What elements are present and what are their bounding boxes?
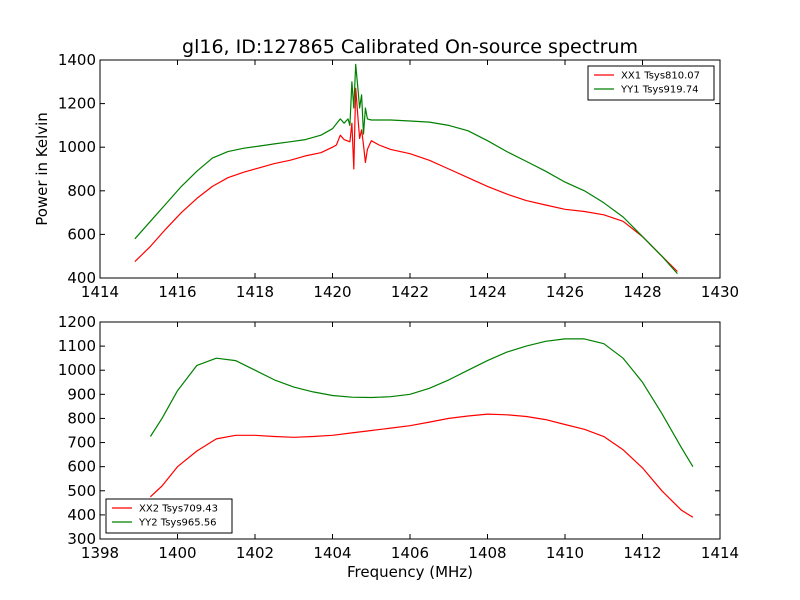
top-x-tick-label: 1418 xyxy=(236,283,274,301)
top-legend-label: XX1 Tsys810.07 xyxy=(621,71,700,82)
top-legend: XX1 Tsys810.07 YY1 Tsys919.74 xyxy=(587,65,715,101)
top-x-tick-label: 1416 xyxy=(158,283,196,301)
bottom-x-tick-label: 1412 xyxy=(623,544,661,562)
top-series-line-1 xyxy=(134,87,678,272)
bottom-x-tick-label: 1398 xyxy=(81,544,119,562)
bottom-series-line-1 xyxy=(149,413,694,518)
bottom-x-tick-label: 1410 xyxy=(546,544,584,562)
bottom-legend-label: YY2 Tsys965.56 xyxy=(138,518,217,529)
bottom-y-tick-label: 900 xyxy=(67,385,96,403)
top-y-tick-label: 1000 xyxy=(58,138,96,156)
figure-title: gl16, ID:127865 Calibrated On-source spe… xyxy=(182,36,638,58)
bottom-legend: XX2 Tsys709.43 YY2 Tsys965.56 xyxy=(105,498,233,534)
bottom-panel: Frequency (MHz) 1398 1400 1402 1404 1406 1408… xyxy=(58,313,739,581)
bottom-y-tick-label: 500 xyxy=(67,482,96,500)
top-x-tick-label: 1422 xyxy=(391,283,429,301)
top-series-line-2 xyxy=(134,63,678,274)
bottom-y-tick-label: 400 xyxy=(67,506,96,524)
top-x-tick-label: 1414 xyxy=(81,283,119,301)
top-y-tick-label: 600 xyxy=(67,225,96,243)
bottom-y-tick-label: 300 xyxy=(67,530,96,548)
bottom-y-tick-label: 600 xyxy=(67,458,96,476)
top-panel: Power in Kelvin 1414 1416 1418 1420 1422 1424… xyxy=(33,51,739,301)
bottom-x-tick-label: 1406 xyxy=(391,544,429,562)
bottom-x-axis-label: Frequency (MHz) xyxy=(347,563,473,581)
top-legend-box xyxy=(587,65,715,101)
top-x-tick-label: 1420 xyxy=(313,283,351,301)
bottom-x-tick-label: 1402 xyxy=(236,544,274,562)
top-y-tick-label: 1200 xyxy=(58,95,96,113)
top-y-tick-label: 400 xyxy=(67,269,96,287)
bottom-legend-label: XX2 Tsys709.43 xyxy=(139,504,218,515)
top-y-tick-label: 1400 xyxy=(58,51,96,69)
top-legend-label: YY1 Tsys919.74 xyxy=(620,85,699,96)
top-x-tick-label: 1426 xyxy=(546,283,584,301)
bottom-x-tick-label: 1408 xyxy=(468,544,506,562)
top-y-axis-label: Power in Kelvin xyxy=(33,112,51,226)
bottom-x-tick-label: 1414 xyxy=(701,544,739,562)
bottom-y-tick-label: 1100 xyxy=(58,337,96,355)
top-x-tick-label: 1424 xyxy=(468,283,506,301)
bottom-y-tick-label: 700 xyxy=(67,434,96,452)
bottom-series-line-2 xyxy=(149,338,694,468)
bottom-y-tick-label: 1200 xyxy=(58,313,96,331)
top-y-tick-label: 800 xyxy=(67,182,96,200)
bottom-y-tick-label: 800 xyxy=(67,409,96,427)
bottom-legend-box xyxy=(105,498,233,534)
bottom-x-tick-label: 1400 xyxy=(158,544,196,562)
top-x-tick-label: 1428 xyxy=(623,283,661,301)
bottom-x-tick-label: 1404 xyxy=(313,544,351,562)
top-x-tick-label: 1430 xyxy=(701,283,739,301)
bottom-y-tick-label: 1000 xyxy=(58,361,96,379)
